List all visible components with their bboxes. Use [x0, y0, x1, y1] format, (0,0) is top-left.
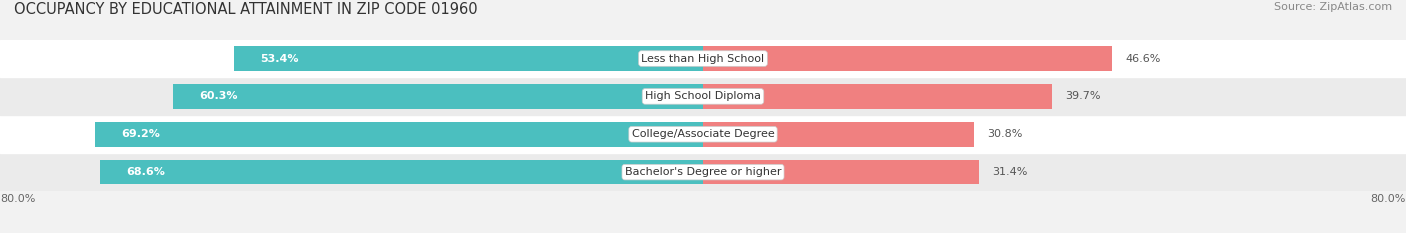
Text: 31.4%: 31.4%: [993, 167, 1028, 177]
Bar: [703, 122, 973, 147]
Text: Source: ZipAtlas.com: Source: ZipAtlas.com: [1274, 2, 1392, 12]
Text: OCCUPANCY BY EDUCATIONAL ATTAINMENT IN ZIP CODE 01960: OCCUPANCY BY EDUCATIONAL ATTAINMENT IN Z…: [14, 2, 478, 17]
Bar: [100, 160, 703, 185]
Text: Bachelor's Degree or higher: Bachelor's Degree or higher: [624, 167, 782, 177]
Bar: [703, 46, 1112, 71]
Text: Less than High School: Less than High School: [641, 54, 765, 64]
Bar: [173, 84, 703, 109]
Bar: [0, 115, 1406, 153]
Text: 60.3%: 60.3%: [200, 91, 238, 101]
Text: College/Associate Degree: College/Associate Degree: [631, 129, 775, 139]
Bar: [703, 160, 979, 185]
Text: 53.4%: 53.4%: [260, 54, 298, 64]
Bar: [0, 40, 1406, 77]
Text: 30.8%: 30.8%: [987, 129, 1022, 139]
Text: 69.2%: 69.2%: [121, 129, 160, 139]
Bar: [703, 84, 1052, 109]
Bar: [0, 77, 1406, 115]
Bar: [94, 122, 703, 147]
Text: 80.0%: 80.0%: [1371, 194, 1406, 204]
Text: 46.6%: 46.6%: [1126, 54, 1161, 64]
Text: High School Diploma: High School Diploma: [645, 91, 761, 101]
Bar: [233, 46, 703, 71]
Bar: [0, 153, 1406, 191]
Text: 80.0%: 80.0%: [0, 194, 35, 204]
Text: 68.6%: 68.6%: [127, 167, 166, 177]
Text: 39.7%: 39.7%: [1066, 91, 1101, 101]
